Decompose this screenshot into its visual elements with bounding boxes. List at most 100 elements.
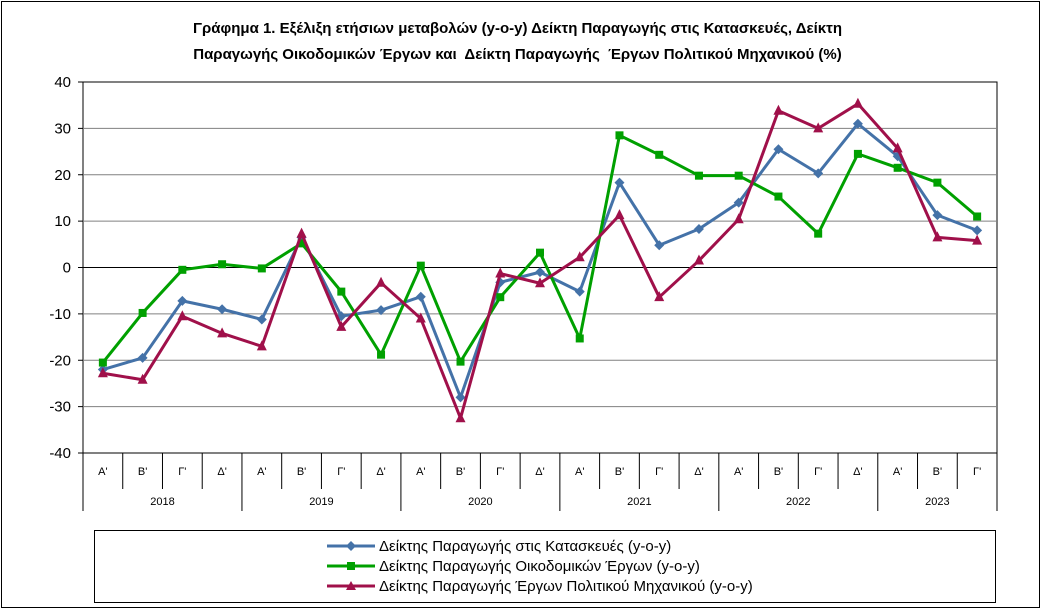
data-point xyxy=(535,267,545,278)
legend-entry-buildings: Δείκτης Παραγωγής Οικοδομικών Έργων (y-o… xyxy=(327,557,700,575)
data-point xyxy=(416,261,425,270)
data-point xyxy=(218,260,227,269)
data-point xyxy=(574,251,585,262)
data-point xyxy=(137,373,148,384)
x-tick-label: Γ' xyxy=(337,466,345,478)
x-year-label: 2021 xyxy=(627,496,651,508)
data-point xyxy=(177,310,188,321)
data-point xyxy=(693,254,704,265)
x-tick-label: Β' xyxy=(297,466,306,478)
x-year-label: 2023 xyxy=(925,496,949,508)
data-point xyxy=(972,234,983,245)
x-tick-label: Γ' xyxy=(655,466,663,478)
data-point xyxy=(217,327,228,338)
y-tick-label: -30 xyxy=(49,399,71,416)
x-year-label: 2018 xyxy=(150,496,174,508)
data-point xyxy=(654,240,665,251)
legend-label-buildings: Δείκτης Παραγωγής Οικοδομικών Έργων (y-o… xyxy=(379,557,700,575)
data-point xyxy=(733,213,744,224)
data-point xyxy=(733,197,744,208)
data-point xyxy=(813,168,824,179)
data-point xyxy=(853,149,862,158)
x-year-label: 2022 xyxy=(786,496,810,508)
series-line-3 xyxy=(102,102,978,420)
x-tick-label: Α' xyxy=(98,466,107,478)
chart-legend: Δείκτης Παραγωγής στις Κατασκευές (y-o-y… xyxy=(94,530,996,603)
chart-title-line-2: Παραγωγής Οικοδομικών Έργων και Δείκτη Π… xyxy=(193,46,842,63)
x-tick-label: Γ' xyxy=(973,466,981,478)
data-point xyxy=(574,286,585,297)
line-chart: -40 -30 -20 -10 0 10 20 30 40 Α' Β' Γ' Δ' Α' Β' Γ' Δ' Α' Β… xyxy=(49,74,998,511)
legend-key-civil-engineering xyxy=(327,581,375,590)
x-tick-label: Γ' xyxy=(178,466,186,478)
series-line-1 xyxy=(102,122,978,399)
data-point xyxy=(814,229,823,238)
legend-entry-construction: Δείκτης Παραγωγής στις Κατασκευές (y-o-y… xyxy=(327,537,671,555)
x-tick-label: Δ' xyxy=(853,466,862,478)
x-tick-label: Δ' xyxy=(535,466,544,478)
data-point xyxy=(892,142,903,153)
legend-label-civil-engineering: Δείκτης Παραγωγής Έργων Πολιτικού Μηχανι… xyxy=(379,577,753,595)
data-point xyxy=(456,357,465,366)
data-point xyxy=(932,231,943,242)
x-tick-label: Β' xyxy=(138,466,147,478)
data-point xyxy=(773,104,784,115)
legend-label-construction: Δείκτης Παραγωγής στις Κατασκευές (y-o-y… xyxy=(379,537,672,555)
data-point xyxy=(98,358,107,367)
x-year-label: 2020 xyxy=(468,496,492,508)
data-point xyxy=(933,178,942,187)
x-tick-label: Α' xyxy=(575,466,584,478)
data-point xyxy=(177,295,188,306)
data-point xyxy=(376,305,387,316)
data-point xyxy=(178,265,187,274)
x-tick-label: Α' xyxy=(893,466,902,478)
data-point xyxy=(734,171,743,180)
data-point xyxy=(973,212,982,221)
x-tick-label: Β' xyxy=(615,466,624,478)
data-point xyxy=(495,267,506,278)
data-point xyxy=(336,320,347,331)
y-tick-label: 30 xyxy=(54,120,71,137)
x-tick-label: Δ' xyxy=(376,466,385,478)
x-tick-label: Β' xyxy=(456,466,465,478)
data-point xyxy=(455,392,466,403)
data-point xyxy=(614,177,625,188)
data-point xyxy=(813,122,824,133)
data-point xyxy=(575,334,584,343)
data-point xyxy=(972,225,983,236)
y-tick-label: -40 xyxy=(49,445,71,462)
data-point xyxy=(615,131,624,140)
data-point xyxy=(694,171,703,180)
data-point xyxy=(257,264,266,273)
legend-entry-civil-engineering: Δείκτης Παραγωγής Έργων Πολιτικού Μηχανι… xyxy=(327,577,753,595)
x-tick-label: Γ' xyxy=(496,466,504,478)
data-point xyxy=(415,312,426,323)
data-point xyxy=(296,227,307,238)
data-point xyxy=(852,97,863,108)
data-point xyxy=(455,412,466,423)
y-tick-label: 40 xyxy=(54,74,71,91)
y-tick-label: -10 xyxy=(49,306,71,323)
data-point xyxy=(138,308,147,317)
data-point xyxy=(256,314,267,325)
x-tick-label: Α' xyxy=(257,466,266,478)
data-point xyxy=(217,304,228,315)
x-tick-label: Δ' xyxy=(217,466,226,478)
legend-key-construction xyxy=(327,541,375,551)
data-point xyxy=(376,276,387,287)
data-point xyxy=(337,287,346,296)
y-tick-label: 10 xyxy=(54,213,71,230)
chart-title-line-1: Γράφημα 1. Εξέλιξη ετήσιων μεταβολών (y-… xyxy=(192,20,842,37)
data-point xyxy=(297,239,306,248)
data-point xyxy=(893,163,902,172)
data-point xyxy=(377,350,386,359)
y-tick-label: 20 xyxy=(54,167,71,184)
x-tick-label: Β' xyxy=(933,466,942,478)
data-point xyxy=(773,144,784,155)
data-point xyxy=(536,248,544,257)
data-point xyxy=(97,367,108,378)
data-point xyxy=(496,293,505,302)
data-point xyxy=(774,192,783,201)
data-point xyxy=(654,291,665,302)
